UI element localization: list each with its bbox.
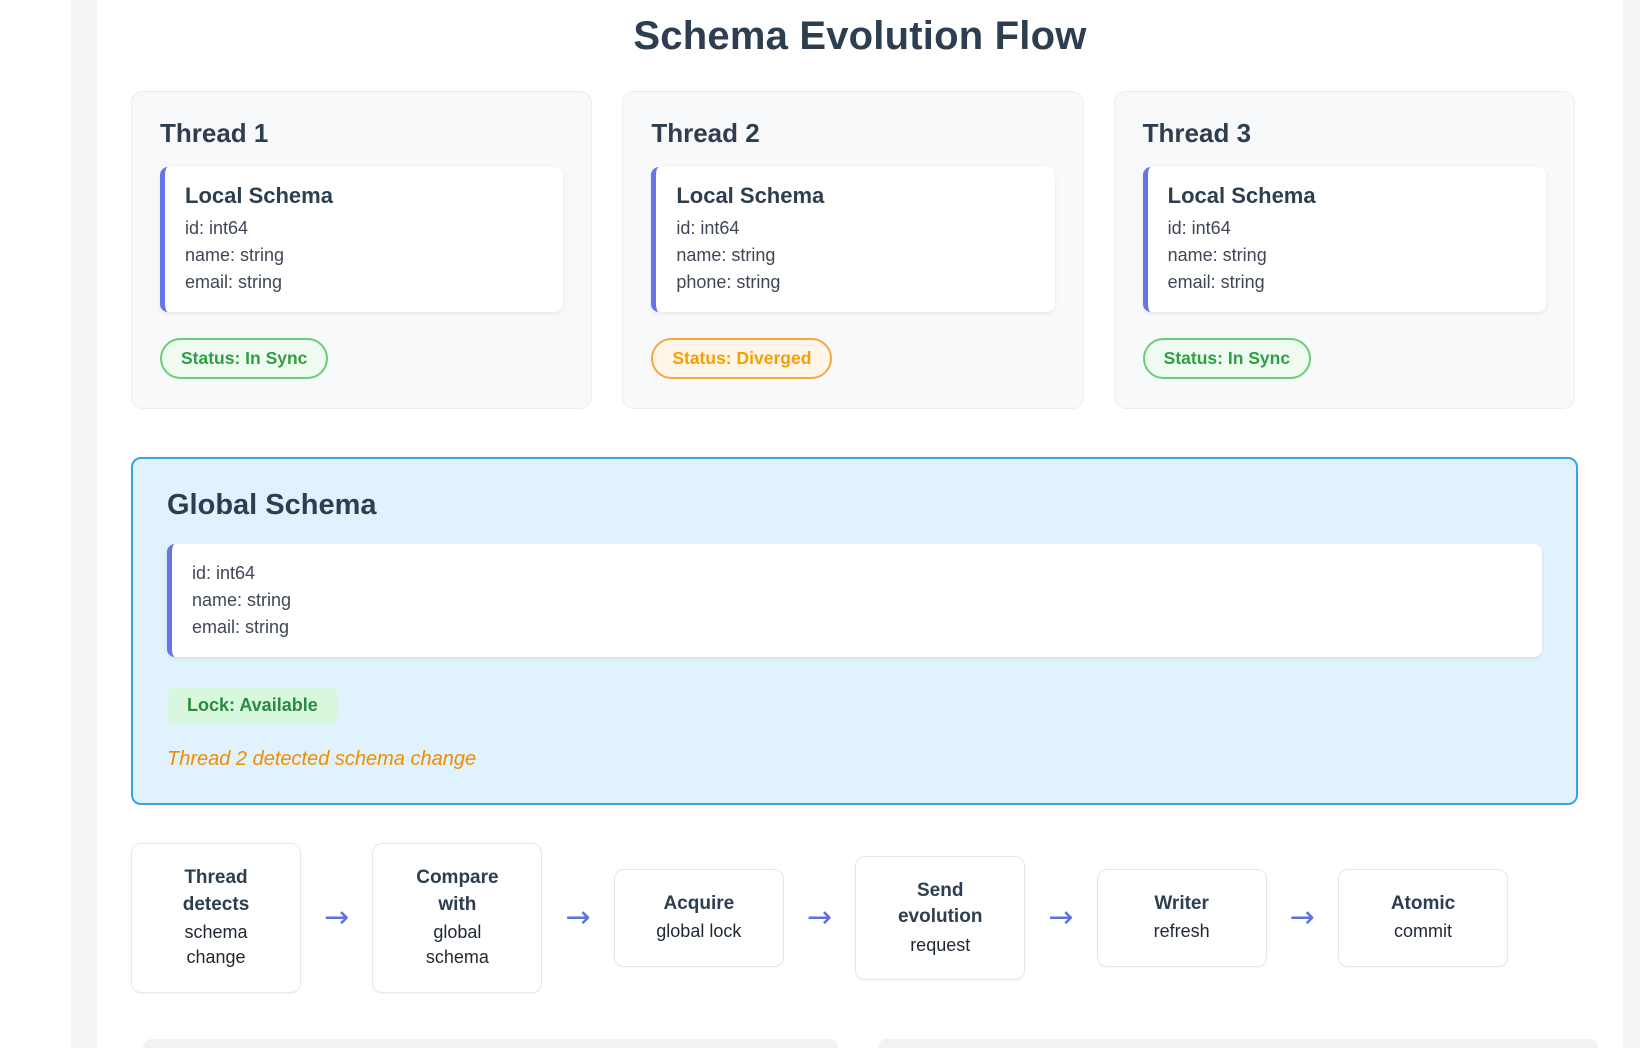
flow-arrow-icon: → — [806, 899, 833, 935]
step-subtitle: schema change — [184, 922, 248, 968]
step-title: Atomic — [1390, 892, 1456, 914]
schema-fields: id: int64 name: string email: string — [1167, 218, 1267, 292]
thread-card-2: Thread 2 Local Schema id: int64 name: st… — [622, 91, 1084, 409]
global-schema-card: Global Schema id: int64 name: string ema… — [131, 457, 1578, 805]
thread-card-1: Thread 1 Local Schema id: int64 name: st… — [131, 91, 593, 409]
flow-step-compare: Compare with global schema — [372, 843, 543, 993]
thread-card-3: Thread 3 Local Schema id: int64 name: st… — [1113, 91, 1575, 409]
step-title: Writer — [1154, 892, 1209, 914]
step-subtitle: commit — [1394, 921, 1453, 942]
scrollbar-track — [1623, 0, 1640, 1048]
flow-step-acquire-lock: Acquire global lock — [613, 868, 784, 967]
schema-evolution-page: Schema Evolution Flow Thread 1 Local Sch… — [97, 0, 1623, 1048]
step-subtitle: refresh — [1153, 921, 1210, 942]
step-subtitle: global schema — [425, 922, 489, 968]
status-badge: Status: In Sync — [1142, 338, 1312, 379]
flow-arrow-icon: → — [1048, 899, 1074, 935]
schema-box-title: Local Schema — [676, 183, 825, 208]
flow-step-atomic-commit: Atomic commit — [1338, 868, 1509, 967]
lock-status-badge: Lock: Available — [167, 687, 338, 724]
status-badge: Status: Diverged — [651, 338, 833, 379]
step-title: Thread detects — [182, 867, 250, 915]
global-schema-fields: id: int64 name: string email: string — [192, 563, 292, 637]
step-title: Acquire — [663, 892, 735, 914]
flow-step-thread-detects: Thread detects schema change — [131, 843, 301, 993]
thread-title: Thread 3 — [1142, 118, 1252, 148]
page-gutter-left — [71, 0, 97, 1048]
schema-box-title: Local Schema — [1167, 183, 1316, 208]
step-title: Send evolution — [897, 879, 983, 928]
schema-fields: id: int64 name: string email: string — [185, 218, 285, 292]
next-section-card-edge — [143, 1039, 838, 1048]
local-schema-box: Local Schema id: int64 name: string emai… — [1142, 167, 1546, 312]
local-schema-box: Local Schema id: int64 name: string emai… — [160, 167, 564, 312]
flow-arrow-icon: → — [1289, 899, 1315, 935]
thread-title: Thread 1 — [160, 118, 269, 148]
global-schema-box: id: int64 name: string email: string — [167, 544, 1542, 657]
schema-box-title: Local Schema — [185, 183, 333, 208]
local-schema-box: Local Schema id: int64 name: string phon… — [651, 167, 1055, 312]
step-title: Compare with — [416, 867, 499, 915]
flow-step-send-request: Send evolution request — [855, 855, 1026, 980]
evolution-flow-row: Thread detects schema change → Compare w… — [131, 843, 1509, 993]
next-section-card-edge — [878, 1039, 1598, 1048]
global-schema-title: Global Schema — [167, 489, 377, 521]
step-subtitle: request — [910, 934, 971, 955]
flow-step-writer-refresh: Writer refresh — [1096, 868, 1267, 967]
threads-row: Thread 1 Local Schema id: int64 name: st… — [131, 91, 1575, 409]
flow-arrow-icon: → — [565, 899, 591, 935]
schema-change-note: Thread 2 detected schema change — [167, 748, 477, 770]
flow-arrow-icon: → — [324, 899, 350, 935]
schema-fields: id: int64 name: string phone: string — [676, 218, 781, 292]
page-title: Schema Evolution Flow — [633, 14, 1087, 58]
step-subtitle: global lock — [656, 921, 742, 942]
thread-title: Thread 2 — [651, 118, 760, 148]
status-badge: Status: In Sync — [160, 338, 329, 379]
